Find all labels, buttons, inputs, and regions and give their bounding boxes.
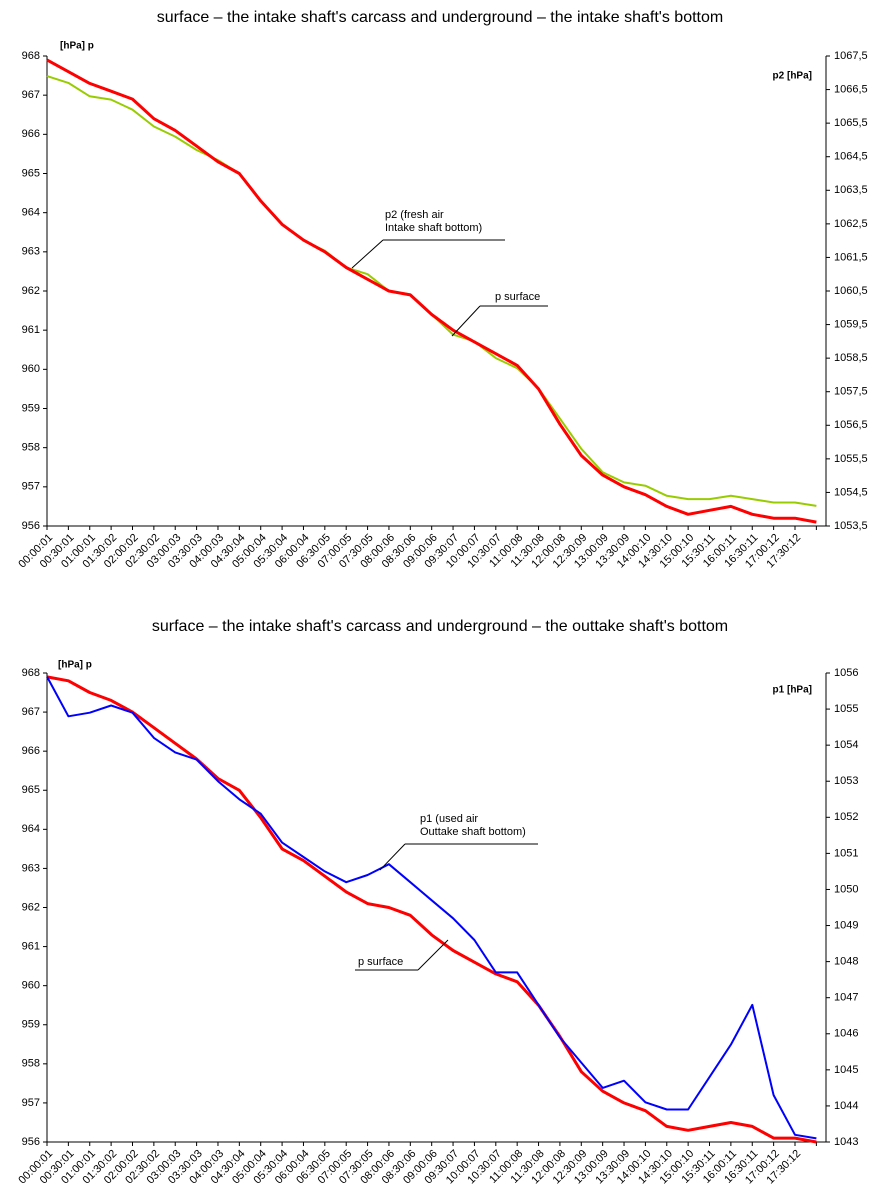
- annotation-leader: [417, 939, 449, 971]
- y2-tick-label: 1063,5: [834, 184, 868, 196]
- y2-tick-label: 1051: [834, 847, 858, 859]
- y-tick-label: 960: [22, 363, 40, 375]
- chart-title: surface – the intake shaft's carcass and…: [157, 9, 723, 26]
- y2-tick-label: 1056: [834, 667, 858, 679]
- y2-tick-label: 1061,5: [834, 251, 868, 263]
- y-tick-label: 963: [22, 862, 40, 874]
- y-tick-label: 959: [22, 402, 40, 414]
- y-tick-label: 961: [22, 940, 40, 952]
- y2-tick-label: 1064,5: [834, 151, 868, 163]
- y2-tick-label: 1057,5: [834, 386, 868, 398]
- y-tick-label: 965: [22, 784, 40, 796]
- y2-tick-label: 1056,5: [834, 419, 868, 431]
- series-line: [46, 58, 817, 524]
- y-tick-label: 962: [22, 285, 40, 297]
- y-tick-label: 968: [22, 667, 40, 679]
- y2-tick-label: 1054,5: [834, 486, 868, 498]
- y2-tick-label: 1058,5: [834, 352, 868, 364]
- y-tick-label: 957: [22, 481, 40, 493]
- y2-tick-label: 1060,5: [834, 285, 868, 297]
- y-tick-label: 964: [22, 823, 40, 835]
- y2-tick-label: 1055,5: [834, 453, 868, 465]
- y2-axis-label: p2 [hPa]: [773, 71, 812, 82]
- y-axis-label: [hPa] p: [58, 660, 92, 671]
- y2-tick-label: 1062,5: [834, 218, 868, 230]
- annotation: p surface: [358, 956, 403, 968]
- annotation: p1 (used air: [420, 813, 478, 825]
- chart-title: surface – the intake shaft's carcass and…: [152, 618, 728, 635]
- y-tick-label: 960: [22, 980, 40, 992]
- y-tick-label: 962: [22, 901, 40, 913]
- y-tick-label: 965: [22, 167, 40, 179]
- series-line: [46, 75, 817, 507]
- series-line: [46, 676, 817, 1140]
- y-tick-label: 966: [22, 745, 40, 757]
- y-tick-label: 964: [22, 207, 40, 219]
- y-tick-label: 963: [22, 246, 40, 258]
- y2-tick-label: 1065,5: [834, 117, 868, 129]
- annotation-leader: [351, 239, 384, 269]
- y2-tick-label: 1053,5: [834, 520, 868, 532]
- y2-tick-label: 1067,5: [834, 50, 868, 62]
- y-tick-label: 961: [22, 324, 40, 336]
- y-tick-label: 967: [22, 89, 40, 101]
- annotation-leader: [451, 305, 481, 337]
- y2-tick-label: 1053: [834, 775, 858, 787]
- y-tick-label: 959: [22, 1019, 40, 1031]
- y-tick-label: 966: [22, 128, 40, 140]
- annotation-leader: [379, 843, 406, 871]
- y-tick-label: 958: [22, 442, 40, 454]
- y-tick-label: 956: [22, 1136, 40, 1148]
- y2-axis-label: p1 [hPa]: [773, 685, 812, 696]
- y-tick-label: 956: [22, 520, 40, 532]
- y-tick-label: 967: [22, 706, 40, 718]
- y-tick-label: 968: [22, 50, 40, 62]
- y2-tick-label: 1045: [834, 1064, 858, 1076]
- y2-tick-label: 1046: [834, 1028, 858, 1040]
- y2-tick-label: 1049: [834, 919, 858, 931]
- y-tick-label: 958: [22, 1058, 40, 1070]
- y2-tick-label: 1050: [834, 883, 858, 895]
- y-tick-label: 957: [22, 1097, 40, 1109]
- y2-tick-label: 1048: [834, 956, 858, 968]
- annotation: Intake shaft bottom): [385, 222, 482, 234]
- annotation: p surface: [495, 291, 540, 303]
- y2-tick-label: 1043: [834, 1136, 858, 1148]
- y2-tick-label: 1066,5: [834, 83, 868, 95]
- y2-tick-label: 1059,5: [834, 318, 868, 330]
- y2-tick-label: 1047: [834, 992, 858, 1004]
- annotation: Outtake shaft bottom): [420, 826, 526, 838]
- y-axis-label: [hPa] p: [60, 41, 94, 52]
- y2-tick-label: 1052: [834, 811, 858, 823]
- y2-tick-label: 1044: [834, 1100, 858, 1112]
- annotation: p2 (fresh air: [385, 209, 444, 221]
- y2-tick-label: 1055: [834, 703, 858, 715]
- series-line: [46, 675, 817, 1144]
- y2-tick-label: 1054: [834, 739, 858, 751]
